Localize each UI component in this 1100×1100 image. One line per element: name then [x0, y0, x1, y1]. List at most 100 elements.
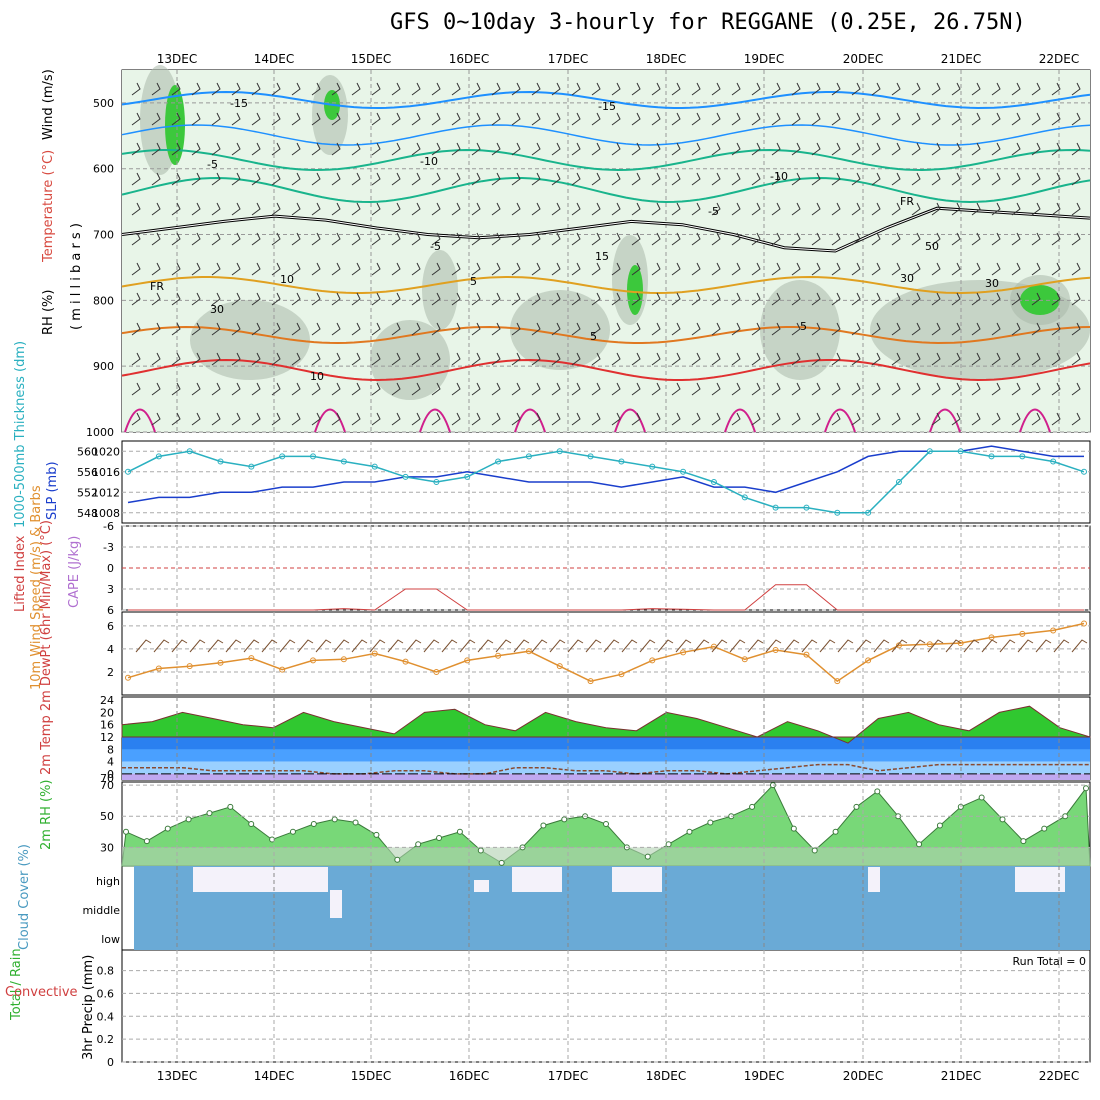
wind-barb	[471, 82, 481, 96]
wind-barb	[751, 322, 761, 336]
wind-barb	[691, 262, 701, 276]
rh2m-point	[289, 828, 296, 835]
cloud-clear-gap	[193, 867, 328, 892]
wind-barb	[331, 262, 341, 276]
wind-barb	[1051, 262, 1061, 276]
wind-barb	[631, 322, 641, 336]
wind-barb	[171, 202, 181, 216]
wind-barb	[691, 142, 701, 156]
wind10m-barb	[297, 639, 314, 653]
wind-barb	[511, 322, 521, 336]
wind-barb	[791, 382, 801, 396]
wind10m-barb	[891, 639, 908, 653]
wind-barb	[391, 382, 401, 396]
wind-barb	[431, 352, 441, 366]
wind-barb	[651, 382, 661, 396]
wind-barb	[511, 262, 521, 276]
wind-barb	[451, 112, 461, 126]
cloud-clear-gap	[868, 867, 880, 892]
wind-barb	[711, 322, 721, 336]
rh2m-point	[874, 788, 881, 795]
rh2m-point	[206, 810, 213, 817]
wind-barb	[351, 262, 361, 276]
wind-barb	[591, 322, 601, 336]
wind-barb	[691, 232, 701, 246]
isotherm-minus5	[121, 176, 1091, 204]
wind-barb	[271, 232, 281, 246]
wind-barb	[391, 142, 401, 156]
wind-barb	[531, 382, 541, 396]
rh2m-point	[248, 821, 255, 827]
wind-barb	[451, 352, 461, 366]
temp-tick-label: 16	[100, 719, 114, 732]
wind-barb	[591, 202, 601, 216]
rh2m-point	[227, 803, 234, 810]
wind-barb	[971, 112, 981, 126]
wind-barb	[931, 262, 941, 276]
wind10m-barb	[801, 639, 818, 653]
wind-barb	[791, 412, 801, 426]
wind-barb	[671, 292, 681, 306]
wind-barb	[651, 292, 661, 306]
wind-barb	[711, 112, 721, 126]
isotherm-label: 10	[310, 370, 324, 383]
wind-barb	[591, 412, 601, 426]
wind-barb	[871, 172, 881, 186]
wind-barb	[931, 292, 941, 306]
rh2m-point	[352, 819, 359, 826]
wind-barb	[671, 82, 681, 96]
wind-barb	[951, 232, 961, 246]
wind-barb	[1071, 262, 1081, 276]
wind-barb	[871, 262, 881, 276]
wind-barb	[211, 172, 221, 186]
wind-barb	[791, 172, 801, 186]
wind-barb	[551, 112, 561, 126]
wind-barb	[531, 292, 541, 306]
wind-barb	[411, 232, 421, 246]
wind-barb	[211, 142, 221, 156]
wind-barb	[871, 322, 881, 336]
wind-barb	[1031, 232, 1041, 246]
wind-barb	[591, 232, 601, 246]
wind-barb	[331, 292, 341, 306]
wind-barb	[971, 82, 981, 96]
wind-barb	[1011, 232, 1021, 246]
wind-barb	[591, 172, 601, 186]
wind10m-barb	[243, 639, 260, 653]
wind-barb	[891, 142, 901, 156]
wind-barb	[251, 232, 261, 246]
wind-barb	[271, 322, 281, 336]
wind-barb	[911, 382, 921, 396]
wind10m-barb	[999, 639, 1016, 653]
cloud-clear-gap	[512, 867, 562, 892]
rh2m-point	[143, 838, 150, 845]
wind-barb	[771, 232, 781, 246]
wind-barb	[251, 322, 261, 336]
rh2m-point	[415, 841, 422, 848]
wind-barb	[751, 82, 761, 96]
wind-barb	[271, 142, 281, 156]
wind-barb	[711, 142, 721, 156]
wind-barb	[731, 262, 741, 276]
wind-barb	[191, 412, 201, 426]
wind-barb	[611, 382, 621, 396]
wind-barb	[171, 322, 181, 336]
wind10m-barb	[927, 639, 944, 653]
wind-barb	[931, 82, 941, 96]
wind-barb	[931, 322, 941, 336]
wind-barb	[791, 292, 801, 306]
wind-barb	[631, 232, 641, 246]
rh-shade-gray	[422, 250, 458, 330]
wind-barb	[511, 412, 521, 426]
wind-barb	[811, 82, 821, 96]
wind-barb	[651, 202, 661, 216]
wind-barb	[791, 202, 801, 216]
wind-barb	[831, 142, 841, 156]
pressure-tick-label: 900	[93, 360, 114, 373]
wind-barb	[491, 322, 501, 336]
isotherm-label: 15	[595, 250, 609, 263]
wind-barb	[491, 352, 501, 366]
wind-barb	[1031, 352, 1041, 366]
wind-barb	[171, 82, 181, 96]
wind10m-barb	[459, 639, 476, 653]
